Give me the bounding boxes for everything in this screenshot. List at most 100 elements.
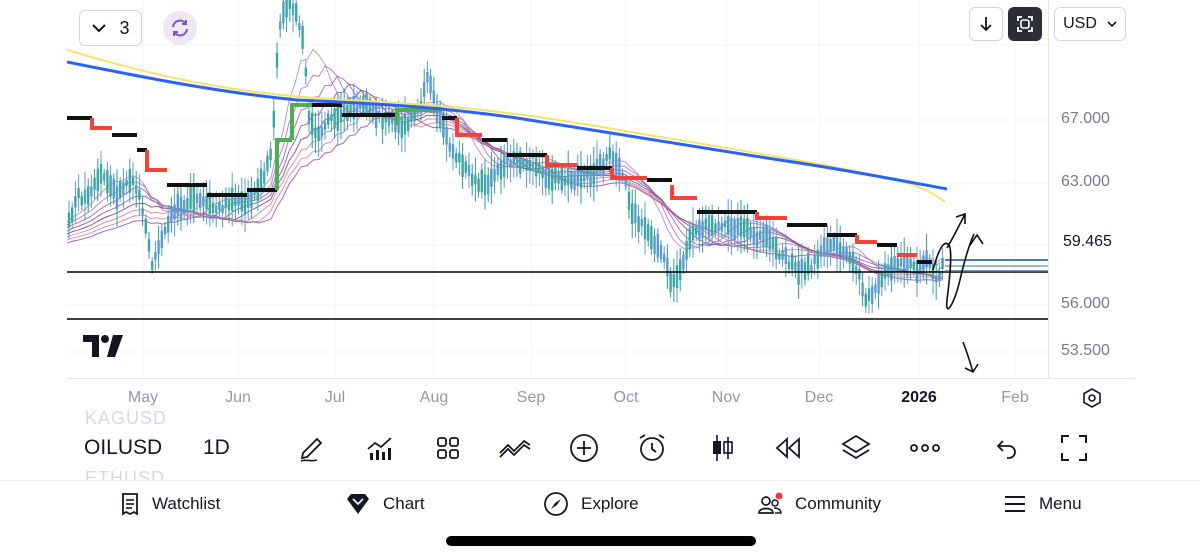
symbol-name[interactable]: OILUSD (84, 436, 163, 459)
templates-button[interactable] (430, 430, 466, 466)
candle-body (311, 112, 314, 135)
candle-body (359, 101, 362, 109)
candle-body (867, 288, 871, 301)
home-indicator (446, 536, 756, 546)
candle-body (183, 200, 186, 214)
candle-body (163, 226, 167, 235)
layers-button[interactable] (838, 430, 874, 466)
price-chart[interactable] (67, 0, 1048, 378)
nav-watchlist[interactable]: Watchlist (120, 491, 220, 517)
candle-body (576, 164, 579, 186)
candle-body (919, 262, 922, 271)
rewind-icon (775, 436, 800, 460)
replay-button[interactable] (770, 430, 806, 466)
add-icon (570, 434, 598, 462)
add-button[interactable] (566, 430, 602, 466)
candle-body (579, 166, 583, 188)
nav-chart[interactable]: Chart (345, 491, 425, 517)
candle-body (339, 109, 343, 123)
candle-body (691, 224, 695, 241)
candle-body (125, 179, 128, 186)
candle-body (586, 169, 589, 179)
nav-menu[interactable]: Menu (1003, 491, 1082, 517)
candle-body (547, 166, 551, 190)
candle-body (807, 253, 810, 275)
candle-body (474, 175, 477, 184)
compare-button[interactable] (497, 430, 533, 466)
step-segment (455, 118, 482, 137)
candle-body (119, 181, 122, 198)
candle-body (288, 0, 291, 10)
candle-body (519, 151, 522, 175)
candle-body (707, 215, 711, 239)
moving-average-blue (67, 60, 948, 191)
candle-body (112, 179, 115, 199)
candle-body (685, 241, 688, 260)
annotation-arrow-up-2 (969, 233, 984, 246)
auto-scale-icon (1017, 16, 1033, 32)
auto-scale-button[interactable] (1008, 7, 1042, 41)
candle-body (435, 103, 439, 123)
drawing-tools-button[interactable] (294, 430, 330, 466)
candle-body (883, 263, 887, 279)
chart-settings-button[interactable] (1078, 384, 1106, 412)
candle-body (749, 226, 752, 237)
candle-body (723, 220, 727, 227)
candle-body (266, 155, 269, 172)
hexagon-settings-icon (1083, 388, 1101, 408)
candle-body (899, 257, 903, 267)
candle-body (487, 175, 490, 195)
nav-explore[interactable]: Explore (543, 491, 639, 517)
candle-body (893, 256, 896, 273)
scroll-to-bottom-button[interactable] (969, 7, 1003, 41)
candle-body (77, 187, 80, 199)
candle-body (647, 224, 650, 242)
candle-body (538, 163, 541, 174)
alert-button[interactable] (634, 430, 670, 466)
candle-body (829, 239, 832, 252)
candle-body (503, 155, 506, 177)
community-icon (758, 492, 783, 514)
notification-dot (775, 492, 783, 500)
candle-body (346, 104, 349, 122)
chart-type-button[interactable] (704, 430, 740, 466)
annotation-path-up (932, 233, 975, 310)
watchlist-icon (122, 493, 138, 516)
candle-body (720, 223, 723, 232)
indicators-icon (367, 437, 392, 460)
ribbon-line (67, 101, 944, 280)
candle-body (451, 144, 455, 159)
interval-selector[interactable]: 1D (203, 436, 230, 459)
more-button[interactable] (907, 430, 943, 466)
chart-canvas[interactable] (67, 0, 1048, 378)
candle-body (717, 221, 720, 232)
ribbon-line (67, 107, 944, 282)
candle-body (250, 188, 253, 208)
currency-selector[interactable]: USD (1054, 7, 1126, 41)
price-scale[interactable]: 67.000 63.000 56.000 53.500 59.465 (1048, 0, 1135, 378)
fullscreen-button[interactable] (1056, 430, 1092, 466)
candle-body (307, 110, 311, 125)
time-axis[interactable]: May Jun Jul Aug Sep Oct Nov Dec 2026 Feb (67, 378, 1135, 416)
candle-body (154, 251, 157, 260)
candle-body (195, 193, 199, 204)
sync-button[interactable] (163, 11, 197, 45)
candle-body (851, 252, 855, 272)
candle-body (909, 258, 912, 269)
candle-body (663, 253, 666, 263)
candle-body (439, 104, 442, 129)
candle-body (189, 187, 192, 209)
indicators-button[interactable] (362, 430, 398, 466)
candle-body (90, 186, 93, 197)
arrow-down-icon (980, 17, 992, 32)
nav-community[interactable]: Community (757, 491, 881, 517)
candle-body (631, 203, 634, 224)
layout-selector-button[interactable]: 3 (79, 10, 142, 46)
undo-button[interactable] (988, 430, 1024, 466)
candle-body (653, 235, 656, 255)
candle-body (128, 169, 131, 193)
candle-body (330, 114, 333, 121)
candle-body (96, 168, 99, 191)
candle-body (471, 173, 474, 187)
candle-body (355, 105, 359, 116)
